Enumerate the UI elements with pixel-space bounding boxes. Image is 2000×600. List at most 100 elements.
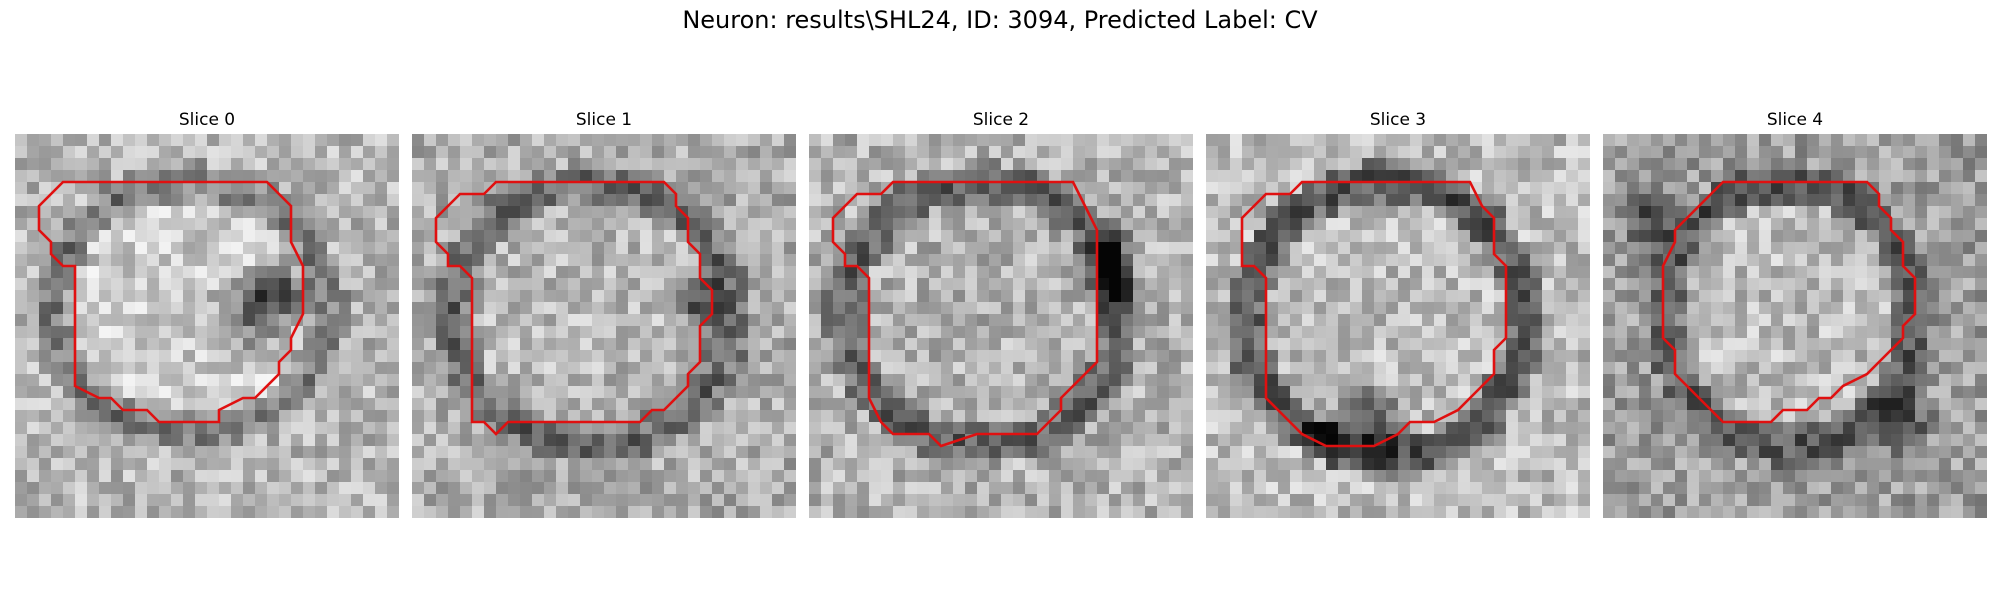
pixel bbox=[460, 422, 473, 435]
pixel bbox=[760, 170, 773, 183]
pixel bbox=[1831, 338, 1844, 351]
pixel bbox=[1879, 434, 1892, 447]
pixel bbox=[1903, 422, 1916, 435]
pixel bbox=[436, 158, 449, 171]
pixel bbox=[1025, 254, 1038, 267]
pixel bbox=[279, 290, 292, 303]
pixel bbox=[1037, 494, 1050, 507]
pixel bbox=[1362, 398, 1375, 411]
pixel bbox=[1603, 170, 1616, 183]
pixel bbox=[460, 470, 473, 483]
pixel bbox=[724, 458, 737, 471]
pixel bbox=[1013, 242, 1026, 255]
pixel bbox=[1963, 326, 1976, 339]
pixel bbox=[809, 410, 822, 423]
pixel bbox=[736, 302, 749, 315]
pixel bbox=[123, 170, 136, 183]
pixel bbox=[869, 302, 882, 315]
pixel bbox=[424, 158, 437, 171]
pixel bbox=[1518, 182, 1531, 195]
pixel bbox=[1795, 266, 1808, 279]
pixel bbox=[135, 182, 148, 195]
pixel bbox=[881, 410, 894, 423]
pixel bbox=[63, 362, 76, 375]
pixel bbox=[87, 158, 100, 171]
pixel bbox=[640, 134, 653, 147]
pixel bbox=[1133, 254, 1146, 267]
pixel bbox=[1627, 410, 1640, 423]
pixel bbox=[1145, 242, 1158, 255]
pixel bbox=[1879, 314, 1892, 327]
pixel bbox=[135, 266, 148, 279]
pixel bbox=[784, 482, 796, 495]
pixel bbox=[1615, 254, 1628, 267]
pixel bbox=[339, 326, 352, 339]
pixel bbox=[712, 446, 725, 459]
pixel bbox=[1133, 446, 1146, 459]
pixel bbox=[1470, 446, 1483, 459]
pixel bbox=[592, 434, 605, 447]
pixel bbox=[784, 206, 796, 219]
pixel bbox=[195, 206, 208, 219]
pixel bbox=[1470, 206, 1483, 219]
pixel bbox=[1230, 506, 1243, 518]
pixel bbox=[1542, 326, 1555, 339]
pixel bbox=[953, 506, 966, 518]
pixel bbox=[111, 278, 124, 291]
pixel bbox=[303, 398, 316, 411]
pixel bbox=[1374, 470, 1387, 483]
pixel bbox=[1230, 422, 1243, 435]
pixel bbox=[267, 494, 280, 507]
pixel bbox=[1542, 242, 1555, 255]
pixel bbox=[279, 446, 292, 459]
pixel bbox=[833, 290, 846, 303]
pixel bbox=[147, 422, 160, 435]
pixel bbox=[1350, 506, 1363, 518]
pixel bbox=[544, 290, 557, 303]
pixel bbox=[279, 158, 292, 171]
pixel bbox=[1651, 422, 1664, 435]
pixel bbox=[1855, 350, 1868, 363]
pixel bbox=[628, 506, 641, 518]
pixel bbox=[1013, 230, 1026, 243]
pixel bbox=[1061, 230, 1074, 243]
pixel bbox=[676, 506, 689, 518]
pixel bbox=[267, 134, 280, 147]
pixel bbox=[760, 458, 773, 471]
pixel bbox=[508, 350, 521, 363]
pixel bbox=[760, 182, 773, 195]
pixel bbox=[1350, 446, 1363, 459]
pixel bbox=[628, 482, 641, 495]
pixel bbox=[1470, 410, 1483, 423]
pixel bbox=[664, 506, 677, 518]
pixel bbox=[772, 458, 785, 471]
pixel bbox=[1963, 386, 1976, 399]
pixel bbox=[1843, 146, 1856, 159]
pixel bbox=[1169, 230, 1182, 243]
pixel bbox=[1242, 386, 1255, 399]
pixel bbox=[1109, 350, 1122, 363]
pixel bbox=[1891, 290, 1904, 303]
pixel bbox=[496, 170, 509, 183]
pixel bbox=[784, 506, 796, 518]
pixel bbox=[315, 242, 328, 255]
pixel bbox=[1735, 146, 1748, 159]
pixel bbox=[1230, 266, 1243, 279]
pixel bbox=[1121, 278, 1134, 291]
pixel bbox=[1542, 134, 1555, 147]
pixel bbox=[1566, 410, 1579, 423]
pixel bbox=[1891, 422, 1904, 435]
pixel bbox=[941, 134, 954, 147]
pixel bbox=[1915, 194, 1928, 207]
pixel bbox=[1542, 434, 1555, 447]
pixel bbox=[652, 194, 665, 207]
pixel bbox=[135, 146, 148, 159]
pixel bbox=[857, 350, 870, 363]
pixel bbox=[183, 314, 196, 327]
pixel bbox=[917, 302, 930, 315]
pixel bbox=[1013, 410, 1026, 423]
pixel bbox=[267, 146, 280, 159]
pixel bbox=[387, 242, 399, 255]
pixel bbox=[1290, 314, 1303, 327]
pixel bbox=[1566, 266, 1579, 279]
